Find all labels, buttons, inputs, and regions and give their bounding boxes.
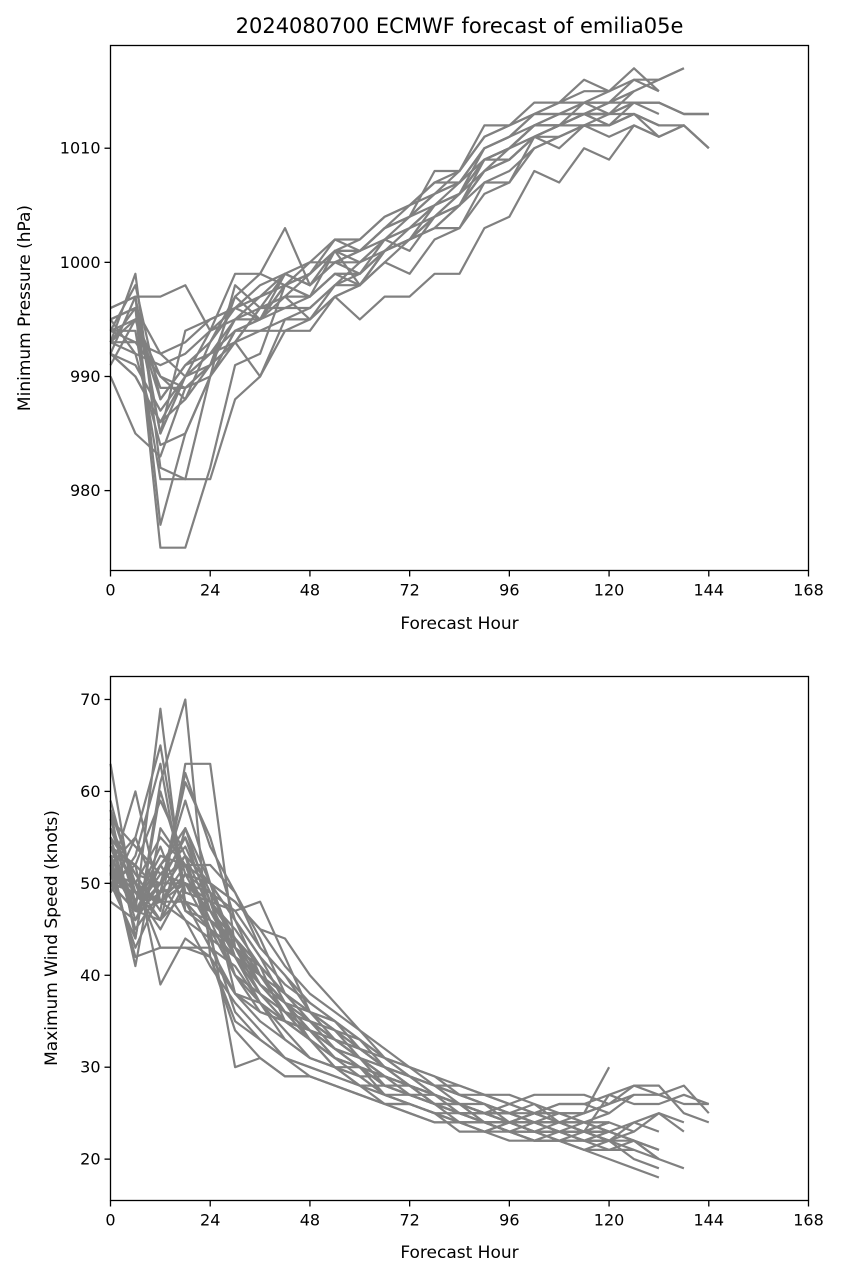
pressure-member-line-18 (109, 112, 660, 367)
pressure-x-tick-label: 24 (200, 581, 220, 600)
wind-member-line-10 (109, 836, 610, 1133)
pressure-panel: 2024080700 ECMWF forecast of emilia05e 0… (15, 14, 824, 634)
pressure-x-tick-label: 144 (694, 581, 725, 600)
pressure-member-line-19 (109, 112, 610, 401)
pressure-y-axis-label: Minimum Pressure (hPa) (15, 205, 35, 411)
pressure-tick-layer: 0 24 48 72 96 120 144 168 980 990 1000 1010 (60, 139, 824, 600)
pressure-y-tick-label: 1000 (60, 253, 101, 272)
pressure-member-line-3 (109, 101, 709, 481)
pressure-y-tick-label: 990 (70, 367, 101, 386)
wind-x-tick-label: 24 (200, 1211, 220, 1230)
wind-x-tick-label: 144 (694, 1211, 725, 1230)
wind-member-line-16 (110, 872, 610, 1133)
wind-x-tick-label: 0 (105, 1211, 115, 1230)
wind-x-axis-label: Forecast Hour (400, 1243, 518, 1263)
wind-member-line-29 (110, 872, 610, 1124)
pressure-member-line-17 (109, 124, 660, 378)
wind-plot-frame (109, 675, 810, 1202)
chart-title: 2024080700 ECMWF forecast of emilia05e (236, 14, 684, 38)
pressure-series-layer (109, 67, 710, 549)
pressure-x-tick-label: 168 (793, 581, 824, 600)
wind-y-axis-label: Maximum Wind Speed (knots) (42, 810, 62, 1066)
wind-tick-layer: 0 24 48 72 96 120 144 168 20 30 40 50 60 70 (80, 690, 824, 1230)
pressure-x-tick-label: 0 (105, 581, 115, 600)
pressure-x-tick-label: 96 (499, 581, 519, 600)
wind-member-line-39 (109, 864, 635, 1142)
pressure-x-tick-label: 72 (399, 581, 419, 600)
wind-member-line-17 (109, 864, 660, 1152)
pressure-y-tick-label: 980 (70, 481, 101, 500)
pressure-member-line-11 (109, 101, 709, 458)
pressure-x-tick-label: 48 (300, 581, 320, 600)
pressure-x-tick-label: 120 (594, 581, 625, 600)
wind-member-line-14 (109, 781, 710, 1133)
wind-member-line-3 (109, 771, 610, 1133)
wind-y-tick-label: 70 (80, 690, 100, 709)
pressure-plot-frame (109, 44, 810, 572)
wind-member-line-34 (109, 836, 660, 1160)
wind-member-line-31 (109, 790, 610, 1133)
pressure-member-line-20 (109, 90, 635, 435)
wind-y-tick-label: 40 (80, 966, 100, 985)
wind-series-layer (109, 698, 710, 1179)
wind-x-tick-label: 72 (399, 1211, 419, 1230)
wind-member-line-38 (109, 854, 610, 1133)
wind-y-tick-label: 60 (80, 782, 100, 801)
wind-y-tick-label: 50 (80, 874, 100, 893)
wind-y-tick-label: 30 (80, 1058, 100, 1077)
pressure-member-line-5 (110, 78, 660, 435)
pressure-y-tick-label: 1010 (60, 139, 101, 158)
wind-x-tick-label: 168 (793, 1211, 824, 1230)
pressure-member-line-16 (109, 124, 710, 424)
wind-x-tick-label: 120 (594, 1211, 625, 1230)
wind-x-tick-label: 48 (300, 1211, 320, 1230)
pressure-member-line-7 (110, 90, 610, 332)
wind-x-tick-label: 96 (499, 1211, 519, 1230)
wind-panel: 0 24 48 72 96 120 144 168 20 30 40 50 60 70 Forecast … (42, 675, 824, 1263)
wind-y-tick-label: 20 (80, 1150, 100, 1169)
pressure-x-axis-label: Forecast Hour (400, 614, 518, 634)
